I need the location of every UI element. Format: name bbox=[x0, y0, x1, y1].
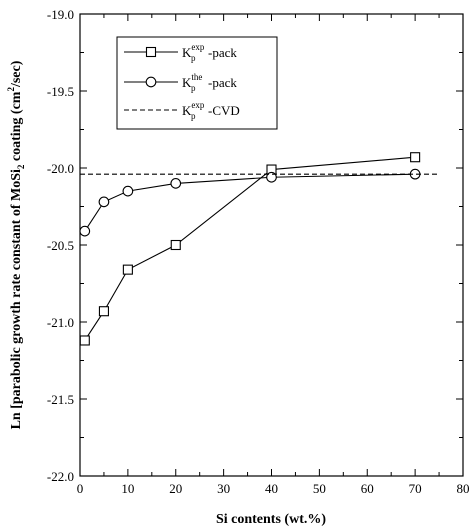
legend: Kexp p -pack Kthe p -pack Kexp p -CVD bbox=[116, 36, 278, 130]
x-tick-label: 80 bbox=[457, 481, 470, 496]
x-tick-label: 60 bbox=[361, 481, 374, 496]
series-line bbox=[84, 156, 416, 341]
y-tick-label: -22.0 bbox=[47, 469, 74, 484]
y-tick-label: -20.5 bbox=[47, 238, 74, 253]
y-tick-label: -19.5 bbox=[47, 84, 74, 99]
square-marker bbox=[122, 264, 133, 275]
y-tick-label: -21.0 bbox=[47, 315, 74, 330]
square-marker bbox=[98, 306, 109, 317]
circle-marker bbox=[145, 76, 157, 88]
circle-marker bbox=[122, 185, 134, 197]
circle-marker bbox=[170, 178, 182, 189]
x-tick-label: 50 bbox=[313, 481, 326, 496]
y-tick-label: -19.0 bbox=[47, 7, 74, 22]
legend-item-3: Kexp p -CVD bbox=[124, 100, 240, 121]
series-2 bbox=[79, 168, 421, 237]
x-tick-label: 30 bbox=[217, 481, 230, 496]
x-axis-title: Si contents (wt.%) bbox=[216, 512, 326, 527]
legend-label: Kexp p -pack bbox=[182, 42, 237, 63]
y-tick-label: -20.0 bbox=[47, 161, 74, 176]
x-tick-label: 0 bbox=[77, 481, 84, 496]
x-tick-label: 70 bbox=[409, 481, 422, 496]
series-layer bbox=[79, 152, 440, 346]
series-1 bbox=[79, 152, 421, 346]
x-tick-label: 40 bbox=[265, 481, 278, 496]
legend-item-1: Kexp p -pack bbox=[124, 42, 237, 63]
x-tick-label: 20 bbox=[169, 481, 182, 496]
circle-marker bbox=[266, 171, 277, 183]
legend-item-2: Kthe p -pack bbox=[124, 72, 237, 93]
square-marker bbox=[410, 152, 421, 163]
circle-marker bbox=[79, 225, 91, 237]
y-tick-label: -21.5 bbox=[47, 392, 74, 407]
x-tick-label: 10 bbox=[121, 481, 134, 496]
legend-label: Kexp p -CVD bbox=[182, 100, 240, 121]
square-marker bbox=[79, 335, 90, 346]
circle-marker bbox=[98, 196, 110, 208]
series-line bbox=[84, 173, 416, 232]
y-axis-title: Ln [parabolic growth rate constant of Mo… bbox=[6, 60, 26, 429]
legend-label: Kthe p -pack bbox=[182, 72, 237, 93]
square-marker bbox=[145, 46, 157, 58]
axis-ticks: 0 10 20 30 40 50 60 70 80 -22.0 -21.5 -21.0 -20.5 -20… bbox=[47, 7, 470, 496]
square-marker bbox=[170, 239, 181, 251]
